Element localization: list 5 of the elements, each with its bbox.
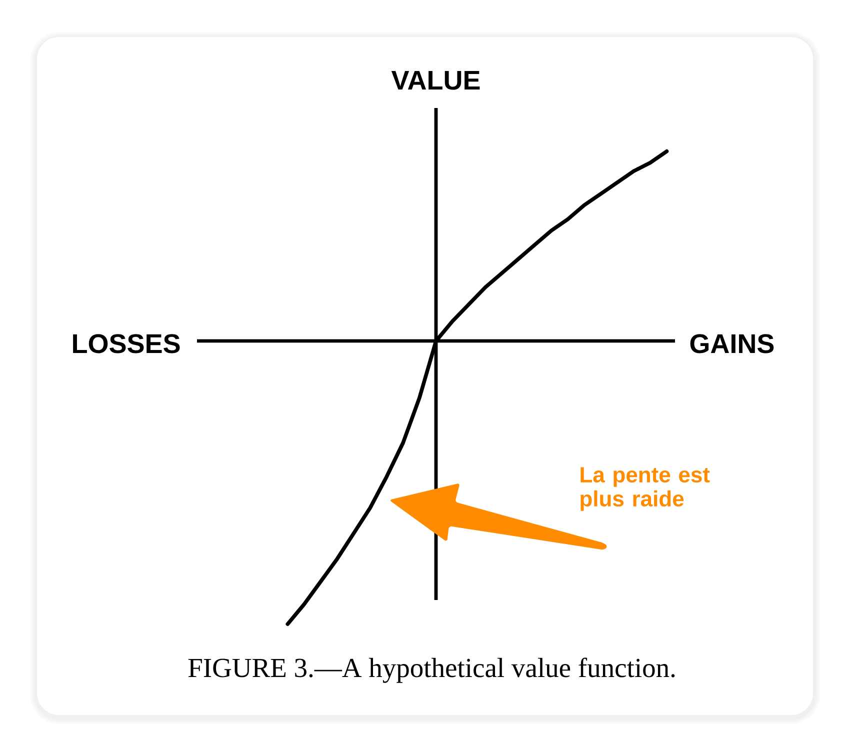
annotation: La pente est plus raide [580,467,710,511]
caption: FIGURE 3.—A hypothetical value function. [188,658,675,683]
text: GAINS [690,334,774,354]
y-axis-title: VALUE [391,70,480,90]
text: LOSSES [73,334,180,354]
